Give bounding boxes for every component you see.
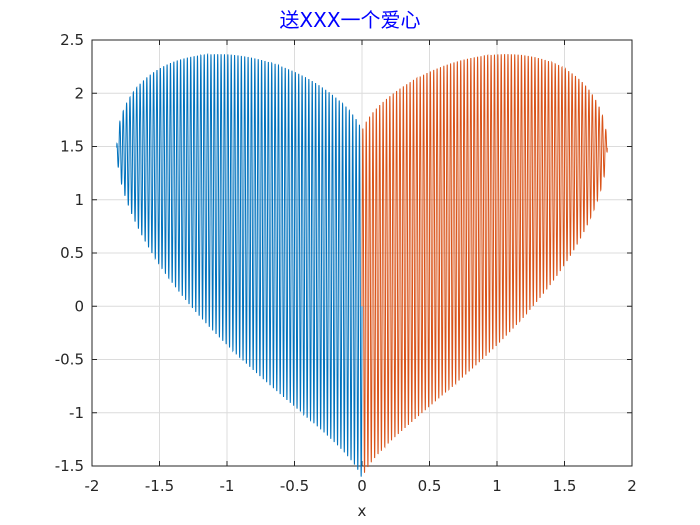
x-tick-label: 1.5 [553,477,577,495]
x-tick-label: 0.5 [418,477,442,495]
series-layer [116,52,608,477]
series-line-1 [116,52,363,477]
y-tick-label: 1.5 [60,138,84,156]
x-tick-label: -1 [220,477,235,495]
ticks: -2 -1.5 -1 -0.5 0 0.5 1 1.5 2-1.5-1-0.500.511.52… [55,31,637,495]
chart-title: 送XXX一个爱心 [279,8,421,32]
series-line-2 [361,54,608,473]
y-tick-label: -0.5 [55,351,84,369]
x-tick-label: 2 [627,477,637,495]
y-tick-label: 0 [74,297,84,315]
y-tick-label: 1 [74,191,84,209]
x-tick-label: 1 [492,477,502,495]
x-tick-label: 0 [357,477,367,495]
y-tick-label: -1 [69,404,84,422]
y-tick-label: 0.5 [60,244,84,262]
y-tick-label: 2 [74,84,84,102]
x-tick-label: -1.5 [145,477,174,495]
y-tick-label: 2.5 [60,31,84,49]
x-tick-label: -0.5 [280,477,309,495]
x-axis-label: x [358,502,367,520]
y-tick-label: -1.5 [55,457,84,475]
x-tick-label: -2 [85,477,100,495]
